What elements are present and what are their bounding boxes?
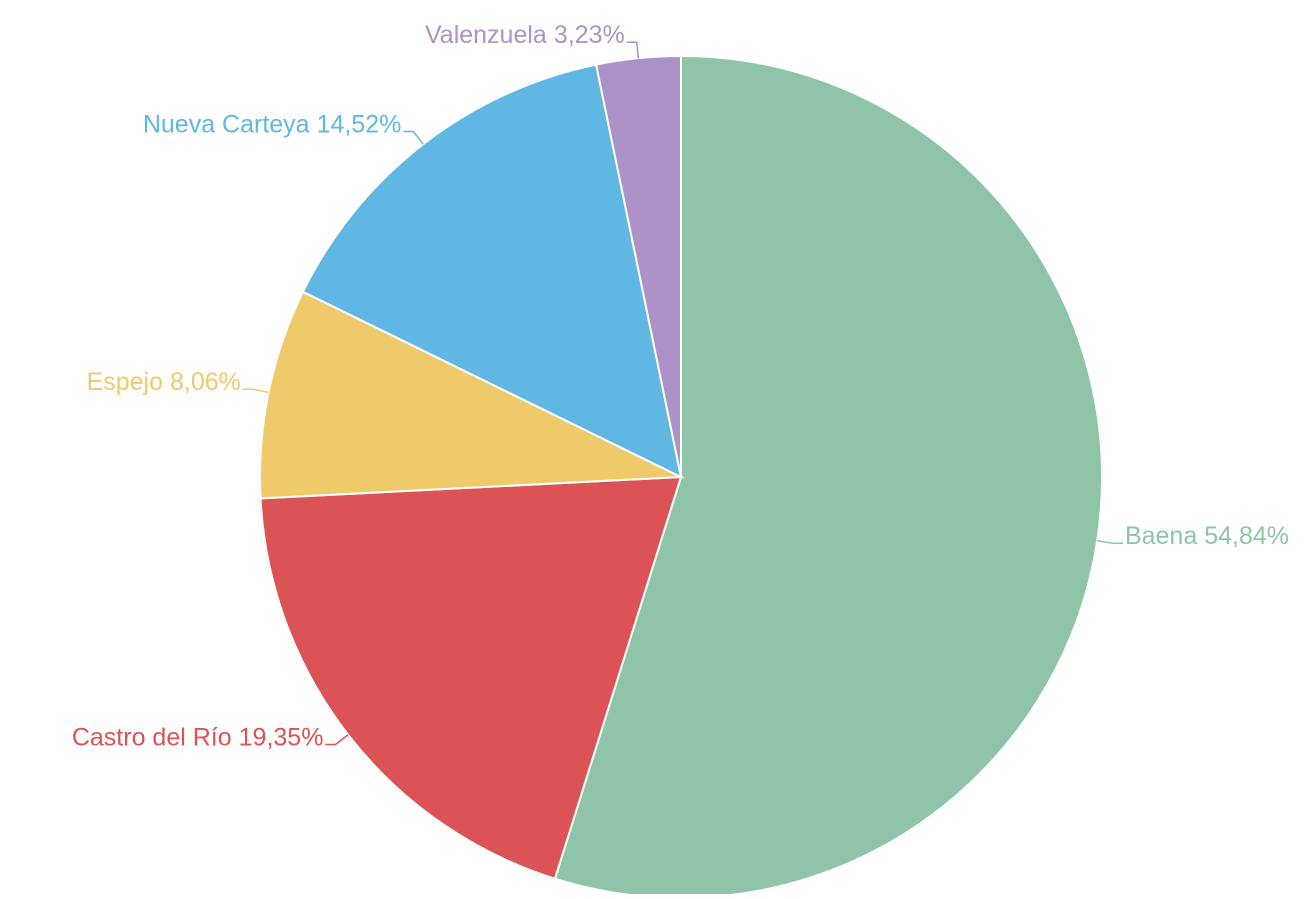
slice-label: Espejo 8,06% bbox=[87, 368, 241, 396]
slice-value: 14,52% bbox=[317, 110, 402, 138]
slice-value: 3,23% bbox=[554, 21, 625, 49]
slice-label: Castro del Río 19,35% bbox=[72, 723, 324, 751]
slice-value: 54,84% bbox=[1204, 522, 1289, 550]
pie-slice bbox=[553, 54, 1103, 899]
slice-label: Nueva Carteya 14,52% bbox=[143, 110, 402, 138]
pie-slice bbox=[301, 63, 683, 479]
leader-line bbox=[1097, 540, 1123, 544]
slice-value: 19,35% bbox=[239, 723, 324, 751]
slice-label: Baena 54,84% bbox=[1125, 522, 1289, 550]
slice-name: Valenzuela bbox=[425, 21, 547, 49]
pie-slice bbox=[259, 290, 685, 500]
leader-line bbox=[242, 388, 269, 394]
slice-name: Nueva Carteya bbox=[143, 110, 310, 138]
slice-label: Valenzuela 3,23% bbox=[425, 21, 625, 49]
slice-name: Castro del Río bbox=[72, 723, 232, 751]
leader-line bbox=[403, 130, 424, 145]
slice-name: Baena bbox=[1125, 522, 1197, 550]
pie-slice bbox=[259, 475, 683, 880]
slice-name: Espejo bbox=[87, 368, 163, 396]
slice-value: 8,06% bbox=[170, 368, 241, 396]
leader-line bbox=[325, 734, 349, 746]
pie-slice bbox=[594, 54, 682, 478]
leader-line bbox=[626, 41, 640, 59]
